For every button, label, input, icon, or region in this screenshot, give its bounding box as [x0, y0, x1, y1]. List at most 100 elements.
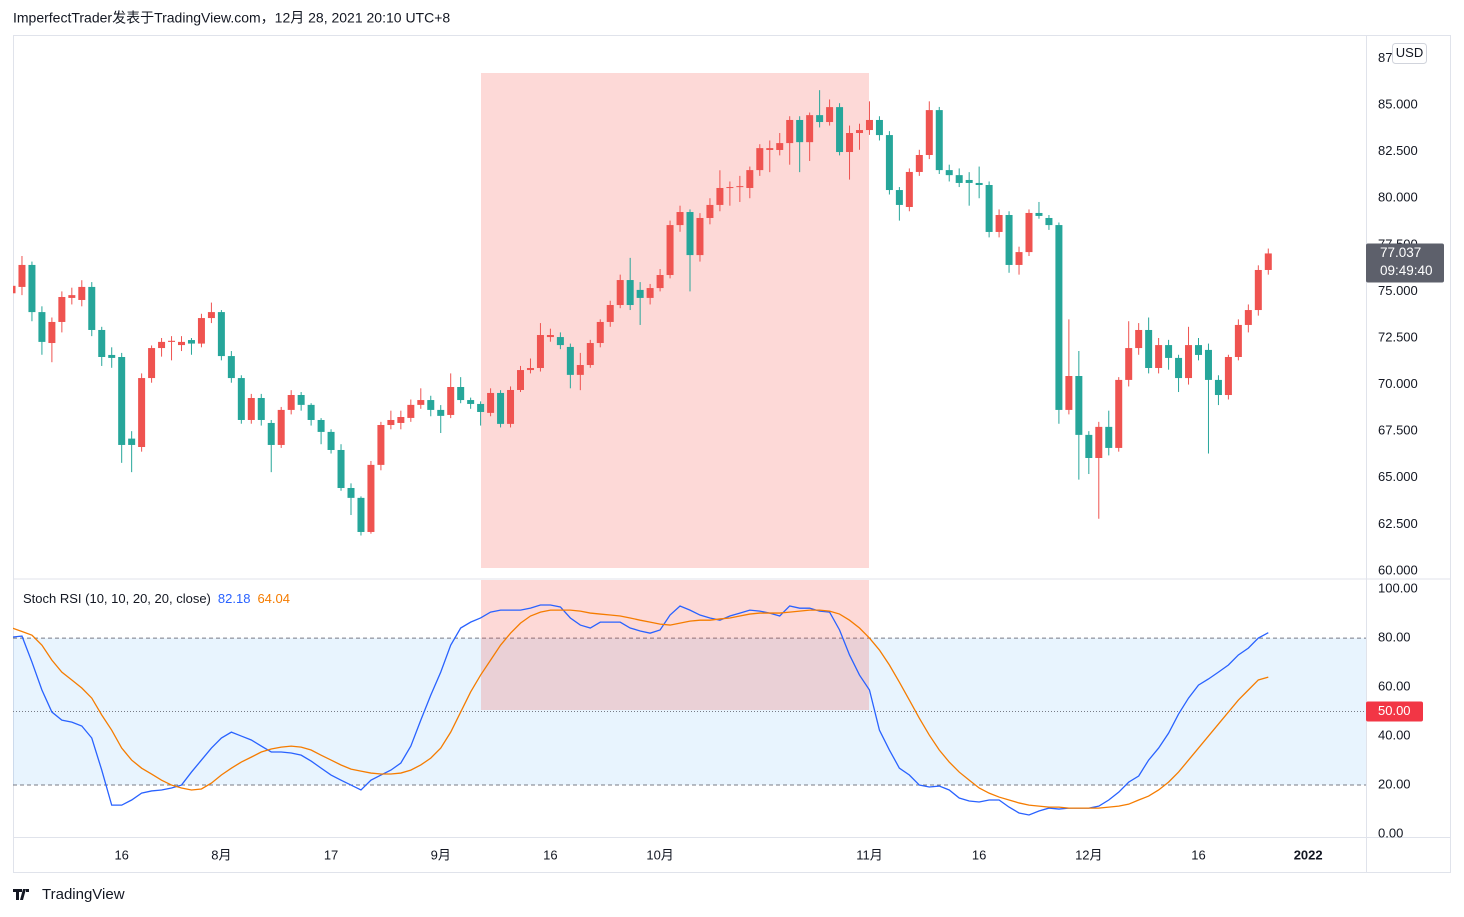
- candle-body: [716, 187, 724, 205]
- candle-body: [317, 419, 325, 432]
- candle-body: [925, 110, 933, 156]
- candle-body: [666, 225, 674, 276]
- candle-body: [347, 487, 355, 498]
- x-tick-label: 9月: [431, 847, 451, 862]
- candle-body: [327, 431, 335, 450]
- candle-body: [1194, 345, 1202, 355]
- candle-body: [586, 343, 594, 366]
- candle-body: [955, 175, 963, 183]
- candle-body: [1204, 349, 1212, 380]
- candle-body: [1135, 329, 1143, 349]
- candle-body: [1244, 310, 1252, 325]
- candle-body: [1095, 426, 1103, 458]
- header: ImperfectTrader发表于TradingView.com，12月 28…: [13, 10, 450, 26]
- candle-body: [526, 367, 534, 371]
- stoch-line: [13, 609, 1269, 809]
- candle-body: [1254, 269, 1262, 311]
- candle-body: [407, 404, 415, 418]
- currency-badge: USD: [1392, 43, 1427, 64]
- last-price: 77.037: [1380, 245, 1421, 260]
- candle-body: [1075, 376, 1083, 435]
- candle-body: [487, 392, 495, 413]
- candle-body: [377, 425, 385, 465]
- candle-body: [13, 285, 16, 294]
- candle-body: [1055, 225, 1063, 410]
- candle-body: [975, 182, 983, 186]
- axes: 60.000 62.500 65.000 67.500 70.000 72.500 75.0…: [114, 50, 1417, 863]
- last-price-tag: [1366, 243, 1444, 283]
- candle-body: [58, 296, 66, 322]
- candle-body: [865, 119, 873, 131]
- x-tick-label: 11月: [856, 847, 883, 862]
- candle-body: [1025, 212, 1033, 253]
- candle-body: [108, 354, 116, 358]
- y-tick-label: 60.00: [1378, 679, 1411, 694]
- candle-body: [746, 170, 754, 188]
- tags: 77.037 09:49:40 50.00: [1366, 243, 1444, 722]
- candle-body: [536, 335, 544, 368]
- legend: Stoch RSI (10, 10, 20, 20, close) 82.18 64…: [23, 591, 290, 606]
- candle-body: [566, 346, 574, 375]
- currency: USD: [1396, 45, 1423, 60]
- candle-body: [158, 341, 166, 349]
- y-tick-label: 85.000: [1378, 97, 1418, 112]
- candle-body: [895, 190, 903, 205]
- candle-body: [28, 264, 36, 313]
- candle-body: [855, 130, 863, 134]
- candle-body: [217, 312, 225, 357]
- candle-body: [168, 340, 176, 342]
- candle-body: [816, 115, 824, 123]
- y-tick-label: 75.000: [1378, 283, 1418, 298]
- candle-body: [118, 356, 126, 445]
- x-tick-label: 16: [114, 847, 128, 862]
- candle-body: [786, 119, 794, 144]
- logo: TradingView: [13, 886, 125, 903]
- candle-body: [1264, 253, 1272, 270]
- candle-body: [756, 148, 764, 171]
- candle-body: [1165, 345, 1173, 358]
- candle-body: [1045, 217, 1053, 226]
- candle-body: [1125, 348, 1133, 380]
- y-tick-label: 62.500: [1378, 516, 1418, 531]
- d-value: 64.04: [257, 591, 290, 606]
- candle-body: [178, 341, 186, 346]
- candle-body: [1065, 376, 1073, 410]
- y-tick-label: 100.00: [1378, 581, 1418, 596]
- candle-body: [337, 449, 345, 488]
- x-tick-label: 2022: [1294, 847, 1323, 862]
- level-tag: [1366, 701, 1423, 722]
- candle-body: [397, 417, 405, 423]
- candle-body: [686, 212, 694, 256]
- candle-body: [935, 110, 943, 171]
- y-tick-label: 80.000: [1378, 190, 1418, 205]
- candle-body: [885, 135, 893, 191]
- candle-body: [646, 288, 654, 298]
- x-tick-label: 10月: [646, 847, 673, 862]
- candle-body: [836, 107, 844, 153]
- candle-body: [138, 378, 146, 448]
- highlight-box: [481, 73, 869, 568]
- candle-body: [806, 115, 814, 143]
- candle-body: [516, 370, 524, 390]
- candle-body: [297, 395, 305, 405]
- candle-body: [197, 318, 205, 344]
- y-tick-label: 80.00: [1378, 630, 1411, 645]
- candle-body: [417, 400, 425, 405]
- y-tick-label: 72.500: [1378, 329, 1418, 344]
- candle-body: [387, 419, 395, 426]
- candle-body: [945, 170, 953, 176]
- bands: [13, 637, 1366, 786]
- candle-body: [367, 464, 375, 532]
- y-tick-label: 70.000: [1378, 376, 1418, 391]
- candle-body: [796, 119, 804, 143]
- x-tick-label: 17: [324, 847, 338, 862]
- candle-body: [447, 386, 455, 415]
- candle-body: [507, 389, 515, 424]
- candle-body: [1224, 356, 1232, 396]
- candle-body: [875, 119, 883, 136]
- y-tick-label: 67.500: [1378, 423, 1418, 438]
- candle-body: [995, 215, 1003, 232]
- candle-body: [696, 217, 704, 256]
- candle-body: [237, 378, 245, 420]
